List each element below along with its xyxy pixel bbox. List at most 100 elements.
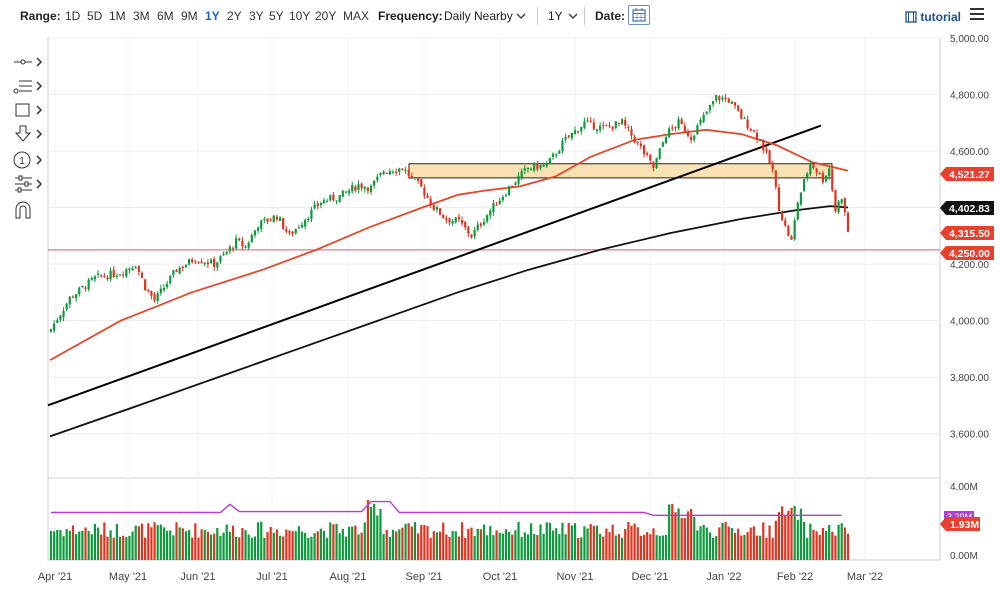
volume-bar	[711, 537, 715, 560]
candle	[49, 328, 53, 333]
range-max-button[interactable]: MAX	[343, 9, 370, 23]
candle	[586, 117, 589, 123]
candle-body	[181, 266, 184, 269]
candle	[125, 268, 128, 279]
volume-bar	[765, 537, 768, 560]
volume-bar	[222, 532, 225, 560]
volume-bar	[812, 529, 815, 560]
candle-body	[624, 120, 627, 126]
candle	[620, 118, 624, 125]
candle	[592, 118, 595, 131]
candle-body	[464, 221, 467, 228]
volume-bar	[677, 508, 680, 560]
candle	[216, 261, 219, 272]
candle-body	[542, 164, 545, 167]
volume-bar	[87, 530, 90, 560]
volume-bar	[429, 538, 432, 560]
volume-bar	[426, 526, 429, 560]
volume-bar	[658, 535, 661, 560]
candle	[784, 217, 787, 227]
range-1y-button[interactable]: 1Y	[205, 9, 220, 23]
svg-text:1: 1	[19, 156, 25, 167]
candle-body	[802, 179, 806, 192]
date-picker-button[interactable]	[628, 5, 650, 25]
line-tool-icon[interactable]	[12, 52, 46, 72]
candle-body	[413, 177, 417, 179]
candle-body	[702, 114, 705, 122]
candle-body	[740, 109, 743, 119]
candle-body	[310, 209, 313, 220]
range-3m-button[interactable]: 3M	[133, 9, 150, 23]
volume-bar	[605, 528, 608, 560]
candle-body	[53, 323, 56, 331]
range-2y-button[interactable]: 2Y	[227, 9, 242, 23]
volume-bar	[410, 526, 413, 560]
rectangle-tool-icon[interactable]	[12, 100, 46, 120]
volume-bar	[834, 535, 837, 560]
volume-bar	[683, 518, 686, 560]
volume-bar	[166, 530, 169, 560]
volume-bar	[558, 533, 561, 560]
range-20y-button[interactable]: 20Y	[315, 9, 337, 23]
hamburger-menu-icon[interactable]	[970, 8, 984, 20]
candle-body	[78, 287, 81, 295]
candle	[241, 236, 244, 250]
volume-bar	[417, 533, 420, 560]
volume-bar	[460, 522, 464, 560]
candle-body	[156, 293, 159, 302]
candle-body	[438, 208, 442, 215]
range-10y-button[interactable]: 10Y	[289, 9, 311, 23]
volume-bar	[140, 523, 144, 560]
volume-bar	[661, 535, 664, 560]
tutorial-link[interactable]: tutorial	[905, 10, 961, 24]
range-6m-button[interactable]: 6M	[157, 9, 174, 23]
candle-body	[112, 269, 115, 277]
candle	[526, 167, 530, 173]
volume-bar	[539, 524, 542, 560]
candle	[404, 166, 407, 174]
volume-bar	[216, 527, 219, 560]
range-1d-button[interactable]: 1D	[65, 9, 81, 23]
candle-body	[790, 236, 793, 240]
chevron-down-icon[interactable]	[568, 12, 578, 20]
candle-body	[213, 258, 216, 267]
plot-frame	[47, 37, 941, 561]
candle-body	[840, 199, 843, 204]
counter-tool-icon[interactable]: 1	[12, 150, 46, 170]
volume-bar	[288, 530, 291, 560]
candle	[71, 295, 75, 299]
measure-tool-icon[interactable]	[12, 174, 46, 194]
range-3y-button[interactable]: 3Y	[249, 9, 264, 23]
volume-bar	[319, 528, 322, 560]
candle	[222, 251, 225, 256]
frequency-select[interactable]: Daily Nearby	[444, 9, 513, 23]
range-5y-button[interactable]: 5Y	[269, 9, 284, 23]
candle-body	[649, 154, 652, 161]
volume-bar	[200, 529, 203, 560]
fib-tool-icon[interactable]	[12, 76, 46, 96]
volume-bar	[203, 530, 206, 560]
volume-bar	[561, 522, 564, 560]
magnet-tool-icon[interactable]	[12, 200, 46, 220]
candle-body	[376, 176, 379, 181]
range-9m-button[interactable]: 9M	[181, 9, 198, 23]
candle-body	[614, 121, 617, 128]
candle-body	[526, 167, 530, 170]
range-5d-button[interactable]: 5D	[87, 9, 103, 23]
candle-body	[759, 139, 762, 141]
price-label-box	[940, 201, 994, 215]
volume-bar	[718, 527, 721, 560]
volume-bar	[316, 531, 319, 560]
range-1m-button[interactable]: 1M	[109, 9, 126, 23]
candle-body	[398, 168, 401, 172]
volume-bar	[128, 535, 131, 560]
x-tick-label: Jan '22	[706, 571, 741, 583]
candle	[81, 285, 84, 288]
arrow-tool-icon[interactable]	[12, 124, 46, 144]
volume-bar	[737, 528, 740, 560]
chevron-down-icon[interactable]	[516, 12, 526, 20]
period-select[interactable]: 1Y	[548, 9, 563, 23]
volume-bar	[727, 526, 730, 560]
volume-bar	[275, 529, 279, 560]
